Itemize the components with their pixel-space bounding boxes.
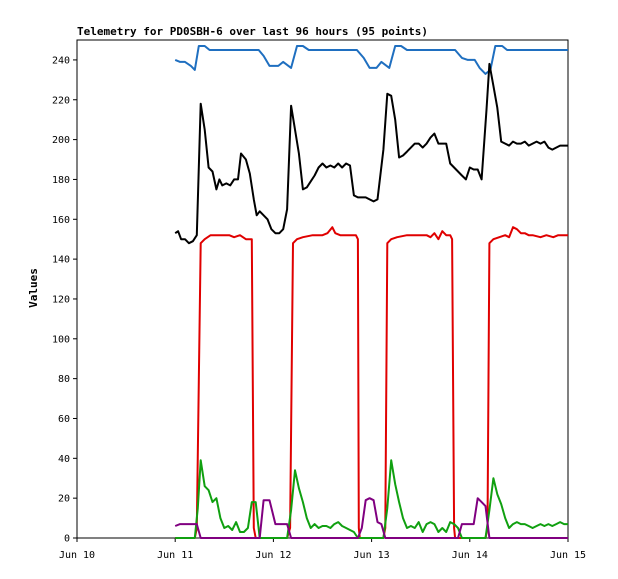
x-tick-label: Jun 10 [59, 550, 95, 561]
x-tick-label: Jun 13 [354, 550, 390, 561]
series-line-1 [174, 45, 568, 75]
x-tick-label: Jun 11 [157, 550, 193, 561]
series-layer [174, 45, 568, 539]
x-tick-label: Jun 14 [452, 550, 488, 561]
y-tick-label: 220 [52, 95, 70, 106]
y-tick-label: 240 [52, 55, 70, 66]
y-tick-label: 200 [52, 135, 70, 146]
series-line-5 [174, 497, 568, 539]
plot-frame [76, 39, 569, 539]
y-tick-label: 120 [52, 294, 70, 305]
y-tick-label: 20 [58, 494, 70, 505]
chart-title: Telemetry for PD0SBH-6 over last 96 hour… [77, 25, 428, 38]
y-tick-label: 160 [52, 215, 70, 226]
y-tick-label: 80 [58, 374, 70, 385]
y-tick-label: 100 [52, 334, 70, 345]
x-tick-label: Jun 12 [255, 550, 291, 561]
series-line-3 [175, 226, 568, 539]
y-axis-label: Values [27, 268, 40, 308]
series-line-4 [175, 459, 568, 539]
y-tick-label: 0 [64, 534, 70, 545]
series-line-2 [174, 62, 568, 245]
x-tick-label: Jun 15 [550, 550, 586, 561]
y-tick-label: 180 [52, 175, 70, 186]
y-tick-label: 60 [58, 414, 70, 425]
y-tick-label: 40 [58, 454, 70, 465]
x-axis: Jun 10 Jun 11 Jun 12 Jun 13 Jun 14 Jun 15 [59, 538, 586, 561]
y-axis: 0 20 40 60 80 100 120 140 160 180 200 220 240 [52, 55, 77, 545]
y-tick-label: 140 [52, 255, 70, 266]
plot-area: 0 20 40 60 80 100 120 140 160 180 200 220 240 Jun 10… [52, 39, 586, 561]
